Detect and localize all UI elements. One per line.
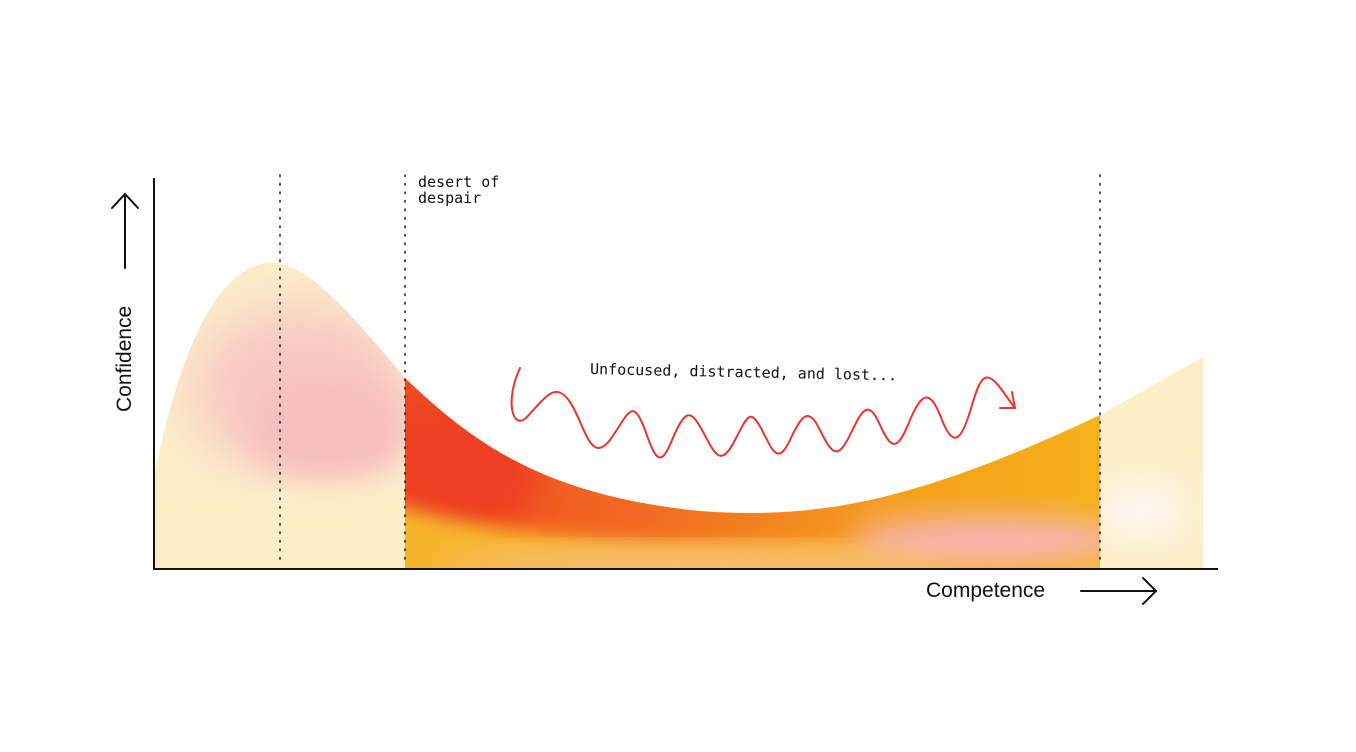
wave-label: Unfocused, distracted, and lost... <box>590 360 897 384</box>
y-axis-label: Confidence <box>113 306 136 412</box>
desert-label-line1: desert of <box>418 173 499 191</box>
desert-label-line2: despair <box>418 189 481 207</box>
x-axis-label: Competence <box>926 579 1045 602</box>
arrow-up-icon <box>111 192 139 269</box>
squiggle-arrow <box>510 367 1016 459</box>
plateau-region <box>1100 357 1203 568</box>
arrow-right-icon <box>1080 577 1158 605</box>
